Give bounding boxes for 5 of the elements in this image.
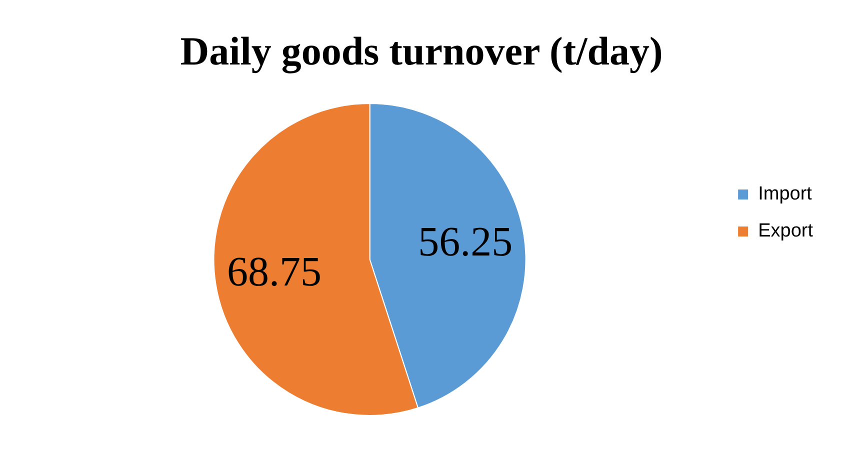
data-label: 68.75 (227, 250, 322, 296)
data-label: 56.25 (418, 219, 513, 266)
legend-label: Import (758, 184, 813, 205)
legend-label: Export (758, 220, 814, 242)
chart-title: Daily goods turnover (t/day) (180, 28, 663, 74)
